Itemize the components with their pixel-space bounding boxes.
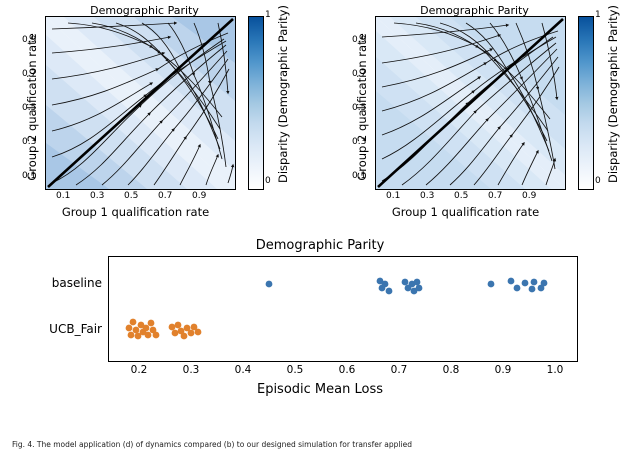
left-ytick-2: 0.5 [22,103,37,113]
left-stream-panel: Demographic Parity Group 2 qualification… [0,0,300,230]
strip-xtick-6: 0.8 [442,364,460,376]
strip-panel: Demographic Parity baseline UCB_Fair [0,236,640,426]
right-stream-plot [375,16,566,190]
strip-xtick-7: 0.9 [494,364,512,376]
right-colorbar-gradient [578,16,594,190]
right-xtick-2: 0.5 [454,191,469,201]
right-ytick-1: 0.3 [352,137,367,147]
right-xtick-4: 0.9 [522,191,537,201]
right-stream-xlabel: Group 1 qualification rate [391,205,540,219]
right-ytick-0: 0.1 [352,171,367,181]
left-colorbar-label: Disparity (Demographic Parity) [276,5,290,183]
left-stream-svg [46,17,235,189]
left-colorbar: 1 0 Disparity (Demographic Parity) [248,5,294,190]
left-xtick-1: 0.3 [90,191,105,201]
strip-category-ucbfair: UCB_Fair [49,322,102,336]
right-colorbar-min: 0 [595,176,601,186]
strip-xtick-0: 0.2 [130,364,148,376]
left-xtick-2: 0.5 [124,191,139,201]
strip-xtick-4: 0.6 [338,364,356,376]
left-ytick-1: 0.3 [22,137,37,147]
left-stream-plot [45,16,236,190]
strip-title: Demographic Parity [255,238,385,253]
left-ytick-0: 0.1 [22,171,37,181]
strip-xtick-3: 0.5 [286,364,304,376]
strip-xlabel: Episodic Mean Loss [256,382,383,397]
left-ytick-4: 0.9 [22,35,37,45]
right-colorbar: 1 0 Disparity (Demographic Parity) [578,5,634,190]
left-colorbar-gradient [248,16,264,190]
strip-xtick-2: 0.4 [234,364,252,376]
strip-xtick-8: 1.0 [546,364,564,376]
right-xtick-1: 0.3 [420,191,435,201]
left-xtick-4: 0.9 [192,191,207,201]
right-stream-svg [376,17,565,189]
left-colorbar-max: 1 [265,10,271,20]
left-xtick-3: 0.7 [158,191,173,201]
right-stream-panel: Demographic Parity Group 2 qualification… [330,0,640,230]
left-stream-xlabel: Group 1 qualification rate [61,205,210,219]
strip-scatter-svg [125,277,548,340]
right-colorbar-label: Disparity (Demographic Parity) [606,5,620,183]
left-ytick-3: 0.7 [22,69,37,79]
right-ytick-3: 0.7 [352,69,367,79]
strip-plot-area [108,256,578,362]
right-ytick-2: 0.5 [352,103,367,113]
strip-xtick-1: 0.3 [182,364,200,376]
strip-category-baseline: baseline [51,276,102,290]
right-colorbar-max: 1 [595,10,601,20]
right-xtick-0: 0.1 [386,191,401,201]
left-colorbar-min: 0 [265,176,271,186]
left-xtick-0: 0.1 [56,191,71,201]
right-stream-title: Demographic Parity [420,4,529,17]
left-stream-title: Demographic Parity [90,4,199,17]
right-xtick-3: 0.7 [488,191,503,201]
right-ytick-4: 0.9 [352,35,367,45]
figure-caption: Fig. 4. The model application (d) of dyn… [12,440,412,449]
strip-xtick-5: 0.7 [390,364,408,376]
